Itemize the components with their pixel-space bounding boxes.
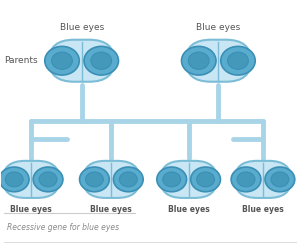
Text: Blue eyes: Blue eyes: [168, 205, 209, 214]
Text: Parents: Parents: [4, 56, 38, 65]
FancyBboxPatch shape: [49, 40, 114, 82]
Circle shape: [113, 167, 143, 192]
Circle shape: [80, 167, 109, 192]
Text: Blue eyes: Blue eyes: [196, 23, 241, 32]
Circle shape: [237, 172, 255, 187]
Circle shape: [228, 52, 248, 69]
FancyBboxPatch shape: [3, 161, 59, 198]
Circle shape: [157, 167, 187, 192]
Circle shape: [39, 172, 57, 187]
Circle shape: [188, 52, 209, 69]
Circle shape: [33, 167, 63, 192]
Circle shape: [163, 172, 181, 187]
Text: Blue eyes: Blue eyes: [242, 205, 284, 214]
Text: Blue eyes: Blue eyes: [91, 205, 132, 214]
Circle shape: [0, 167, 29, 192]
Circle shape: [91, 52, 112, 69]
FancyBboxPatch shape: [186, 40, 251, 82]
Circle shape: [45, 46, 79, 75]
Circle shape: [191, 167, 220, 192]
FancyBboxPatch shape: [235, 161, 291, 198]
Circle shape: [5, 172, 23, 187]
Text: Recessive gene for blue eyes: Recessive gene for blue eyes: [7, 223, 119, 232]
Circle shape: [182, 46, 216, 75]
Circle shape: [265, 167, 295, 192]
Circle shape: [197, 172, 214, 187]
Circle shape: [221, 46, 255, 75]
FancyBboxPatch shape: [83, 161, 140, 198]
Text: Blue eyes: Blue eyes: [10, 205, 52, 214]
Circle shape: [85, 172, 103, 187]
Circle shape: [271, 172, 289, 187]
Circle shape: [84, 46, 119, 75]
Circle shape: [119, 172, 137, 187]
Circle shape: [52, 52, 72, 69]
Circle shape: [231, 167, 261, 192]
Text: Blue eyes: Blue eyes: [59, 23, 104, 32]
FancyBboxPatch shape: [160, 161, 217, 198]
